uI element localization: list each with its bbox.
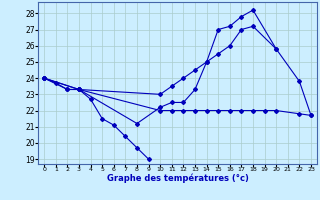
X-axis label: Graphe des températures (°c): Graphe des températures (°c) [107,174,249,183]
